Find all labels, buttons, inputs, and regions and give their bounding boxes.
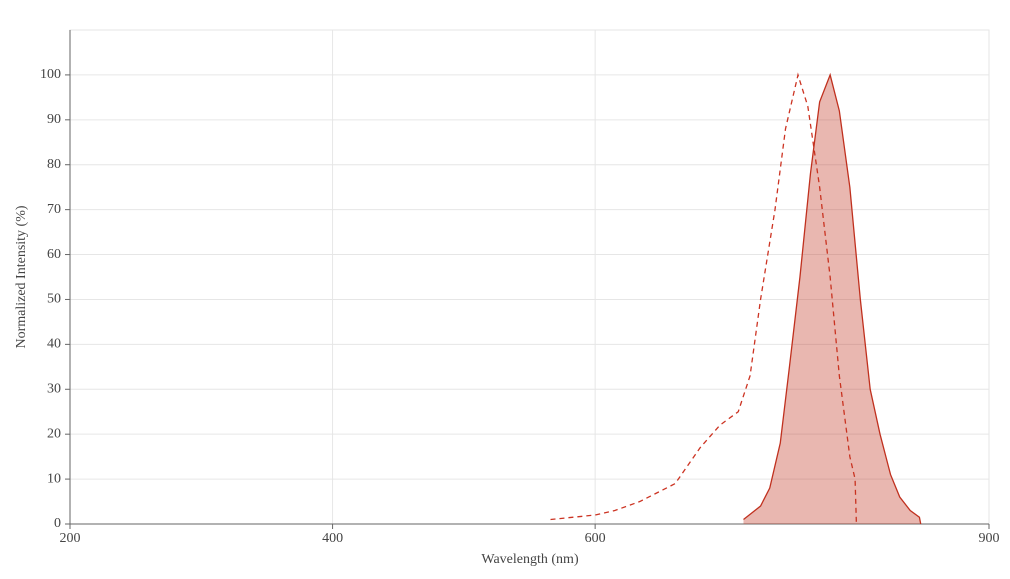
y-tick-label: 20 bbox=[47, 426, 61, 441]
y-tick-label: 90 bbox=[47, 112, 61, 127]
x-tick-label: 600 bbox=[585, 531, 606, 546]
emission-area bbox=[743, 74, 921, 524]
x-tick-label: 900 bbox=[979, 531, 1000, 546]
y-tick-label: 70 bbox=[47, 202, 61, 217]
x-tick-label: 400 bbox=[322, 531, 343, 546]
y-tick-label: 50 bbox=[47, 292, 61, 307]
y-tick-label: 0 bbox=[54, 516, 61, 531]
emission-line bbox=[743, 72, 922, 525]
y-tick-label: 80 bbox=[47, 157, 61, 172]
x-tick-label: 200 bbox=[60, 531, 81, 546]
y-tick-label: 30 bbox=[47, 381, 61, 396]
excitation-line bbox=[550, 72, 858, 525]
y-axis-label: Normalized Intensity (%) bbox=[14, 205, 29, 348]
x-axis-label: Wavelength (nm) bbox=[481, 552, 579, 567]
y-tick-label: 10 bbox=[47, 471, 61, 486]
y-tick-label: 40 bbox=[47, 337, 61, 352]
y-tick-label: 60 bbox=[47, 247, 61, 262]
y-tick-label: 100 bbox=[40, 67, 61, 82]
